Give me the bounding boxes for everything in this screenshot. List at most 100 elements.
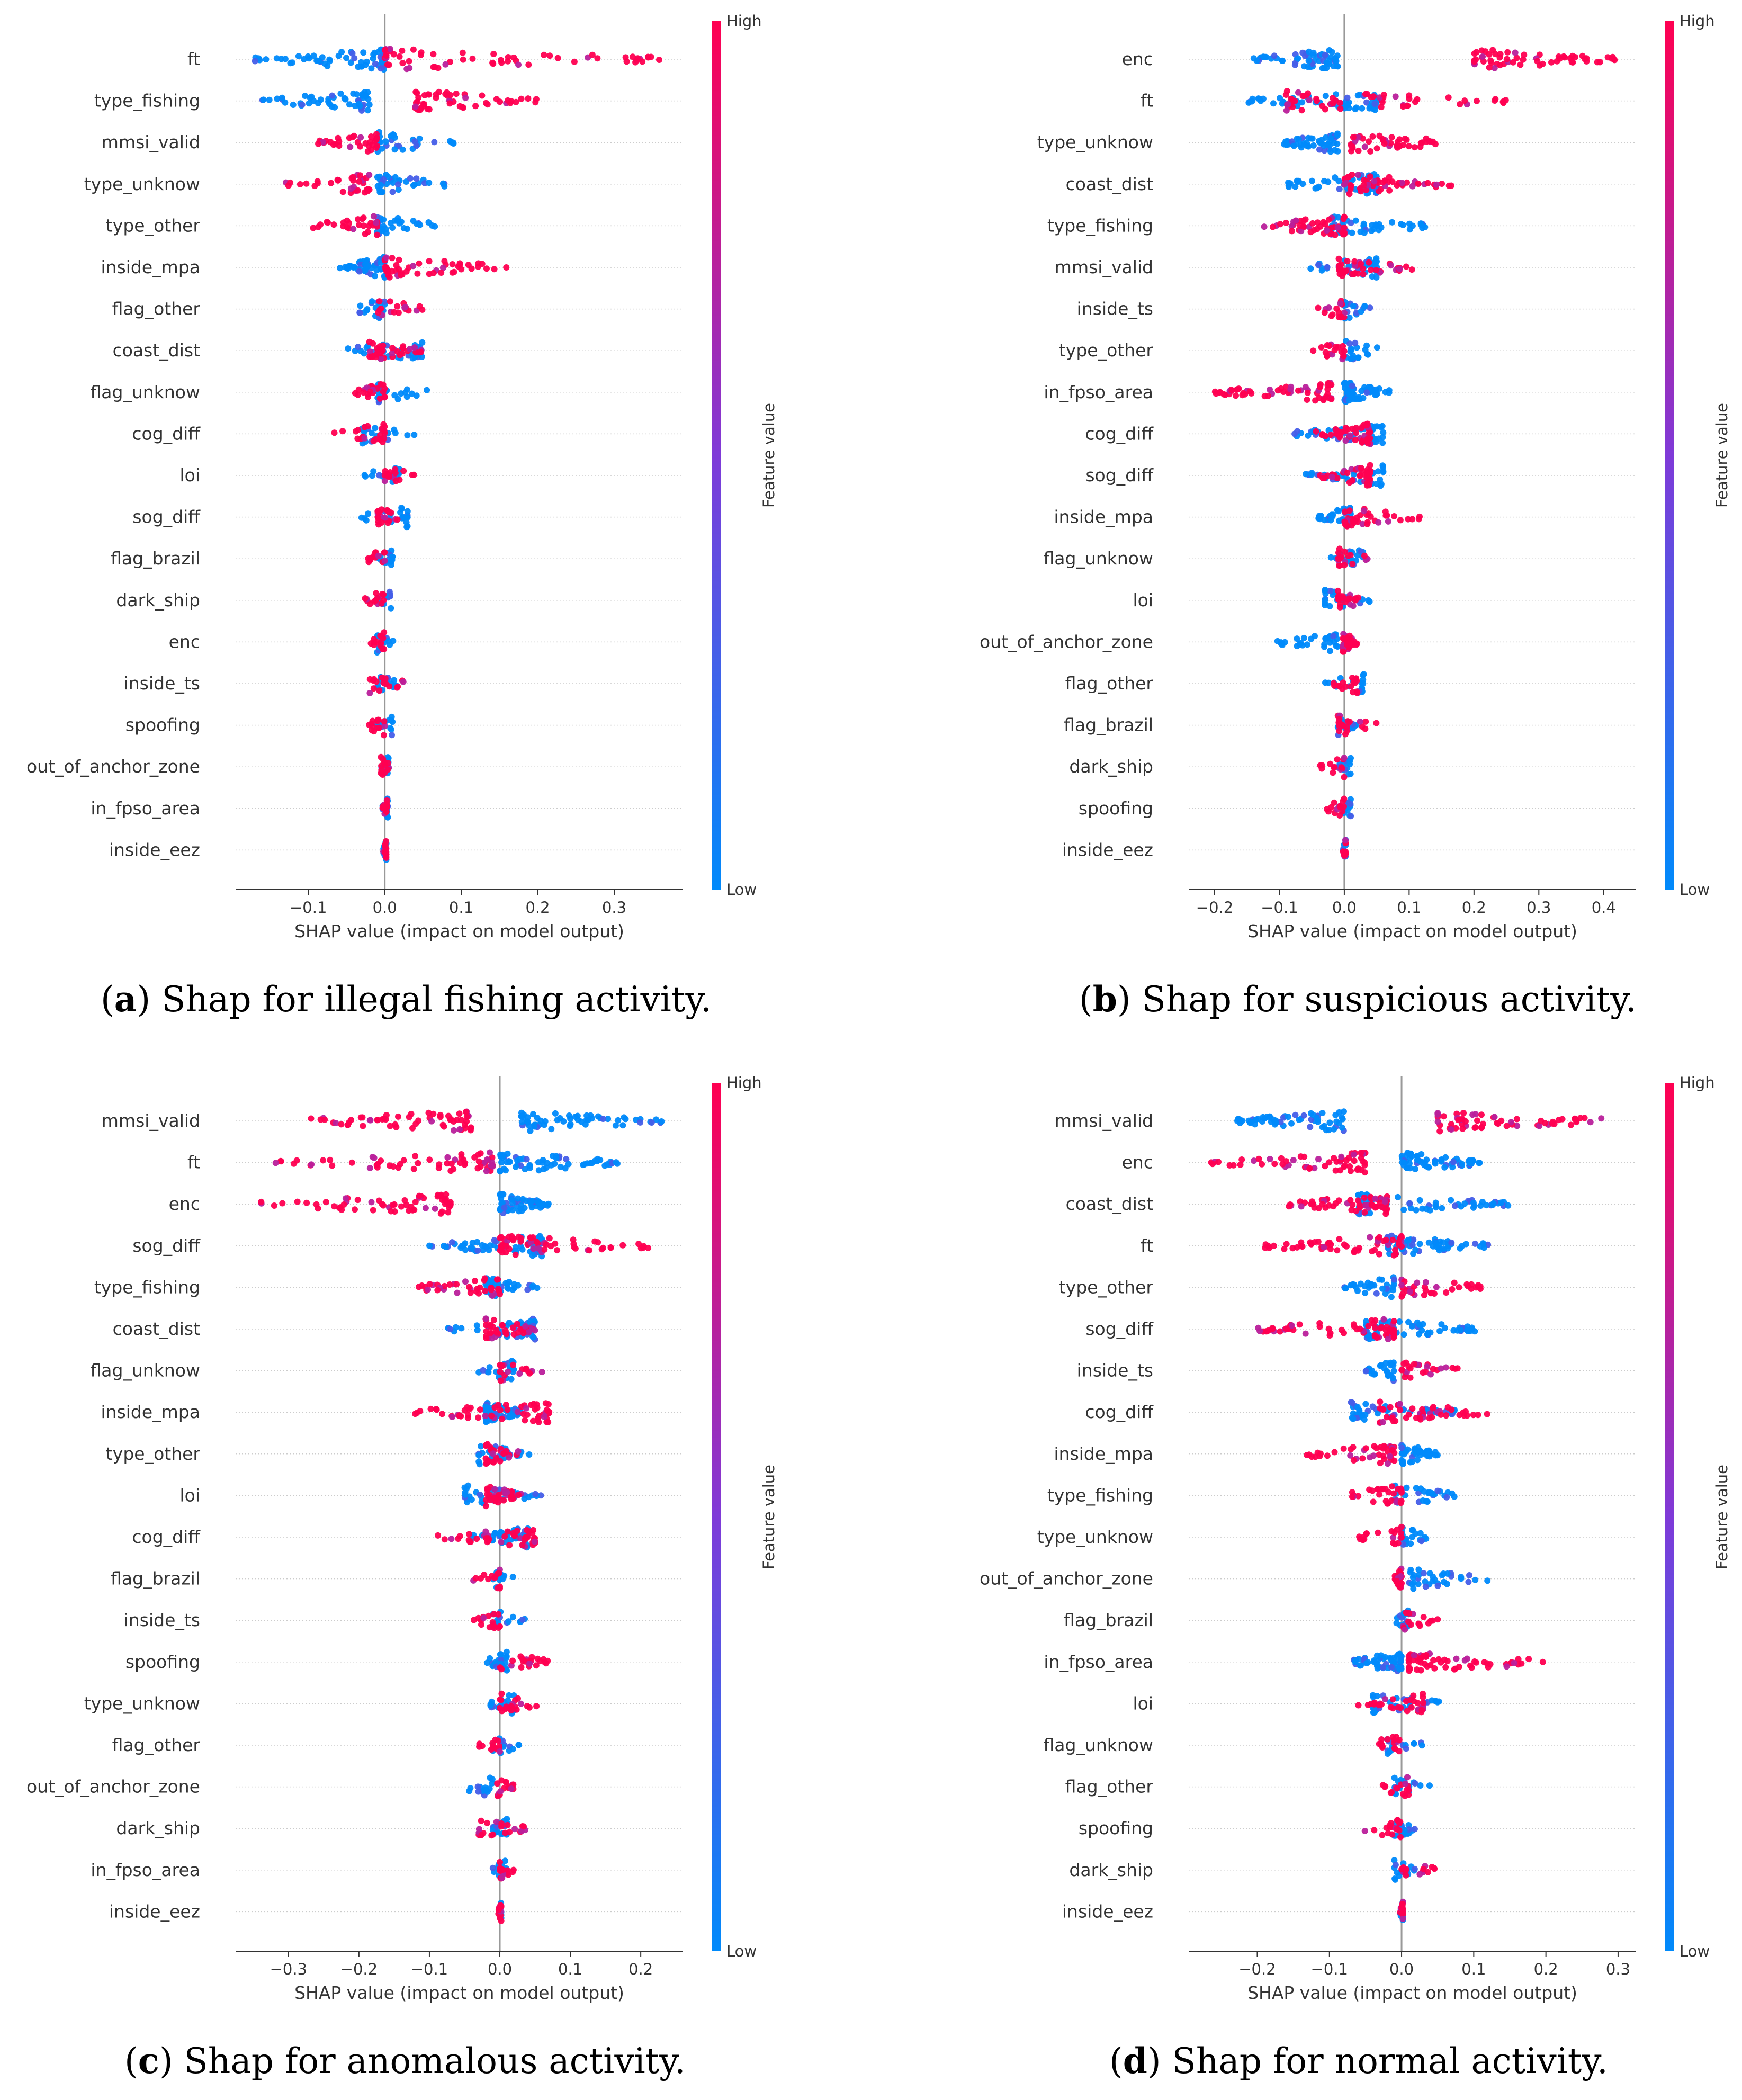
shap-point	[1363, 482, 1370, 489]
shap-point	[499, 1874, 506, 1881]
shap-point	[387, 1123, 393, 1129]
shap-point	[1365, 510, 1372, 517]
shap-point	[1317, 139, 1324, 146]
feature-label: loi	[1133, 1693, 1153, 1713]
shap-point	[403, 519, 410, 526]
shap-point	[1464, 1323, 1471, 1330]
shap-point	[1322, 1163, 1328, 1170]
shap-point	[1340, 231, 1346, 238]
shap-point	[574, 1116, 581, 1123]
shap-point	[1288, 1120, 1295, 1127]
shap-point	[1430, 1366, 1436, 1372]
feature-label: enc	[169, 1193, 200, 1214]
shap-point	[1330, 633, 1337, 640]
colorbar-title: Feature value	[760, 403, 778, 508]
shap-point	[414, 98, 421, 105]
shap-point	[1336, 715, 1343, 722]
shap-point	[1296, 1321, 1303, 1328]
shap-point	[1438, 1157, 1444, 1164]
shap-point	[1398, 1489, 1405, 1496]
shap-point	[426, 258, 433, 265]
shap-point	[417, 51, 424, 58]
shap-point	[1398, 1534, 1405, 1541]
shap-point	[1389, 178, 1396, 185]
feature-label: spoofing	[1079, 798, 1153, 819]
shap-point	[1340, 798, 1346, 805]
shap-point	[1360, 507, 1367, 514]
shap-point	[457, 1117, 464, 1124]
shap-point	[295, 53, 302, 60]
feature-label: coast_dist	[1066, 174, 1153, 194]
shap-point	[402, 389, 409, 396]
shap-point	[364, 148, 371, 155]
feature-label: coast_dist	[1066, 1193, 1153, 1214]
shap-point	[490, 1611, 497, 1618]
shap-point	[367, 133, 374, 140]
shap-point	[546, 52, 553, 59]
shap-point	[368, 720, 375, 727]
shap-point	[503, 1402, 509, 1408]
shap-point	[484, 1539, 491, 1546]
shap-point	[475, 1158, 482, 1165]
shap-point	[454, 1289, 461, 1296]
shap-point	[1439, 181, 1445, 187]
shap-point	[446, 138, 453, 145]
shap-point	[1348, 813, 1354, 820]
shap-point	[509, 1574, 516, 1580]
shap-point	[1380, 1406, 1387, 1413]
shap-point	[1332, 55, 1339, 62]
shap-point	[1310, 1111, 1317, 1118]
shap-point	[1348, 1446, 1354, 1452]
shap-point	[482, 1288, 489, 1294]
colorbar-high-label: High	[726, 12, 762, 30]
shap-point	[515, 1233, 522, 1240]
shap-point	[522, 1417, 528, 1424]
shap-point	[379, 189, 385, 195]
shap-point	[1342, 437, 1349, 444]
shap-point	[1381, 1198, 1388, 1205]
feature-label: cog_diff	[132, 423, 201, 444]
shap-point	[290, 102, 297, 108]
shap-point	[1371, 1371, 1378, 1378]
shap-point	[1301, 1153, 1308, 1160]
shap-point	[1331, 764, 1338, 770]
shap-point	[361, 435, 368, 442]
shap-point	[1507, 1119, 1514, 1126]
shap-point	[497, 1748, 503, 1755]
shap-point	[587, 1160, 594, 1166]
shap-point	[1354, 92, 1361, 99]
shap-point	[1322, 93, 1329, 100]
shap-point	[1373, 481, 1380, 487]
shap-point	[535, 1167, 542, 1174]
shap-point	[410, 182, 417, 189]
shap-point	[1326, 1159, 1333, 1166]
shap-point	[1359, 265, 1366, 272]
shap-point	[1505, 1202, 1512, 1209]
shap-point	[1304, 641, 1310, 648]
shap-point	[501, 1533, 508, 1540]
feature-label: type_fishing	[94, 1277, 200, 1297]
x-axis-label: SHAP value (impact on model output)	[294, 921, 624, 941]
shap-point	[355, 344, 362, 351]
feature-label: coast_dist	[113, 340, 200, 361]
shap-point	[381, 427, 388, 434]
shap-point	[1350, 303, 1357, 309]
shap-point	[1345, 1154, 1352, 1161]
shap-point	[1313, 95, 1320, 102]
shap-point	[404, 432, 411, 439]
shap-point	[495, 1493, 501, 1500]
shap-point	[1267, 386, 1273, 393]
shap-point	[354, 187, 361, 194]
shap-point	[512, 1244, 519, 1251]
shap-point	[1418, 1151, 1425, 1157]
x-tick-label: 0.0	[488, 1960, 512, 1978]
shap-point	[1572, 54, 1578, 60]
shap-point	[429, 222, 436, 229]
shap-point	[1500, 98, 1507, 105]
shap-point	[510, 1530, 517, 1537]
shap-point	[1358, 261, 1364, 267]
shap-point	[1285, 1114, 1291, 1120]
shap-point	[1346, 397, 1352, 404]
shap-point	[366, 1117, 373, 1124]
shap-point	[355, 216, 361, 223]
